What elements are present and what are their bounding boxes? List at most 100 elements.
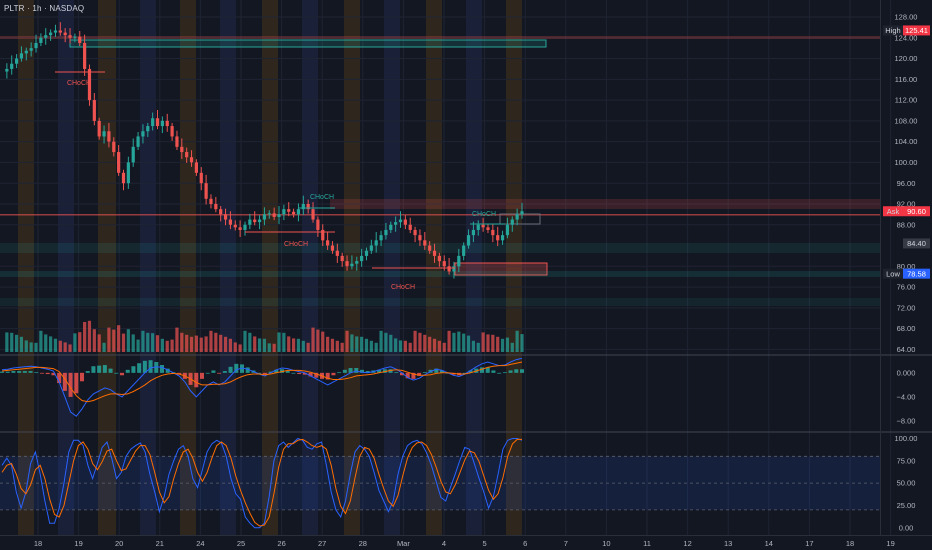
macd-histogram-bar	[274, 369, 279, 373]
candle	[379, 235, 383, 241]
macd-tick: 0.000	[897, 368, 916, 377]
time-tick: 11	[643, 539, 651, 548]
candle	[384, 229, 388, 236]
candle	[175, 136, 179, 147]
volume-bar	[209, 330, 213, 352]
volume-bar	[272, 343, 276, 352]
volume-bar	[316, 329, 320, 352]
time-tick: 10	[602, 539, 610, 548]
volume-bar	[291, 338, 296, 352]
macd-histogram-bar	[102, 365, 107, 373]
candle	[306, 203, 310, 210]
volume-bar	[73, 333, 77, 352]
session-band	[262, 0, 278, 535]
volume-bar	[48, 336, 53, 352]
volume-bar	[355, 336, 359, 352]
macd-histogram-bar	[354, 368, 359, 373]
stoch-tick: 0.00	[899, 523, 914, 532]
choch-annotations: CHoCH CHoCH CHoCH CHoCH CHoCH	[55, 71, 505, 291]
candle	[408, 224, 412, 230]
macd-histogram-bar	[297, 372, 302, 375]
macd-line	[1, 357, 523, 417]
candle	[321, 229, 325, 241]
price-label-name-bg	[883, 25, 903, 36]
candle	[316, 219, 320, 230]
volume-bar	[340, 342, 344, 352]
candle	[63, 32, 67, 36]
macd-histogram-bar	[217, 372, 222, 374]
candle	[233, 224, 237, 228]
volume-bar	[214, 332, 218, 352]
volume-bar	[63, 342, 67, 352]
candle	[282, 209, 286, 215]
candle	[131, 146, 135, 163]
macd-histogram-bar	[40, 372, 44, 374]
candle	[491, 229, 495, 236]
macd-histogram-bar	[222, 371, 227, 373]
volume-bar	[165, 340, 169, 352]
price-label-bg	[903, 206, 930, 217]
macd-histogram-bar	[0, 371, 4, 373]
volume-bar	[374, 342, 378, 352]
macd-histogram-bar	[211, 370, 216, 373]
price-label-value: 125.41	[905, 26, 928, 35]
volume-bar	[223, 336, 228, 352]
candle	[457, 255, 461, 267]
volume-bar	[39, 330, 43, 352]
price-tick: 116.00	[895, 75, 917, 84]
candle	[515, 214, 519, 220]
macd-histogram-bar	[80, 372, 84, 382]
macd-histogram-bar	[200, 372, 204, 379]
volume-bar	[248, 332, 252, 352]
candle	[291, 211, 296, 215]
macd-histogram-bar	[45, 372, 50, 375]
candle	[194, 162, 198, 173]
volume-bar	[92, 329, 96, 352]
volume-bar	[238, 344, 242, 352]
macd-histogram-bar	[394, 372, 399, 374]
macd-histogram-bar	[51, 372, 56, 376]
macd-histogram-bar	[285, 371, 290, 373]
volume-bars	[5, 320, 524, 352]
volume-bar	[510, 342, 514, 352]
volume-bar	[505, 337, 510, 352]
session-band	[220, 0, 236, 535]
macd-histogram-bar	[462, 372, 467, 374]
volume-bar	[141, 330, 145, 352]
macd-histogram-bar	[325, 372, 330, 380]
macd-histogram-bar	[308, 372, 313, 377]
time-tick: 21	[156, 539, 164, 548]
volume-bar	[515, 330, 519, 352]
volume-bar	[330, 338, 335, 352]
volume-bar	[228, 338, 233, 352]
macd-histogram-bar	[85, 371, 90, 373]
price-label-name-bg	[883, 268, 903, 279]
volume-bar	[277, 332, 281, 352]
volume-bar	[418, 332, 422, 352]
volume-bar	[160, 338, 164, 352]
candle	[311, 209, 315, 220]
volume-bar	[520, 334, 524, 352]
time-tick: 19	[886, 539, 894, 548]
price-tick: 120.00	[895, 54, 918, 63]
volume-bar	[452, 332, 456, 352]
volume-bar	[112, 329, 116, 352]
choch-label: CHoCH	[391, 284, 415, 291]
candle	[83, 42, 87, 69]
macd-histogram-bar	[148, 360, 153, 373]
volume-bar	[413, 330, 417, 352]
volume-bar	[306, 342, 310, 352]
price-tick: 88.00	[897, 220, 916, 229]
macd-histogram-bar	[400, 372, 404, 376]
volume-bar	[262, 338, 267, 352]
candle	[185, 152, 189, 158]
volume-bar	[117, 325, 121, 352]
price-label-value: 78.58	[907, 269, 926, 278]
candle	[121, 172, 126, 184]
macd-histogram-bar	[382, 369, 387, 373]
volume-bar	[335, 340, 339, 352]
candle	[248, 219, 252, 225]
candle	[87, 68, 92, 101]
candle	[486, 227, 490, 230]
